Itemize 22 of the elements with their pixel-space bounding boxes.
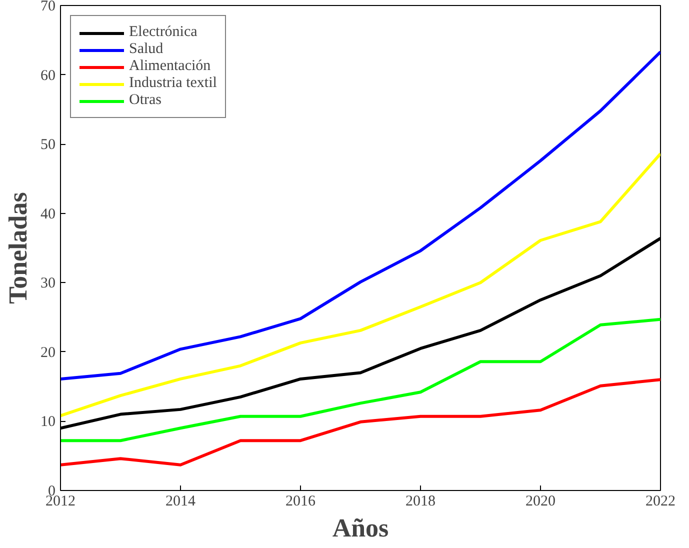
line-series (60, 152, 660, 418)
x-axis-title: Años (332, 514, 389, 542)
x-tick-label: 2022 (646, 494, 676, 510)
y-tick-label: 30 (40, 276, 56, 292)
x-tick-label: 2018 (406, 494, 436, 510)
y-tick-label: 50 (40, 137, 56, 154)
y-tick-label: 70 (40, 0, 56, 14)
line-series (60, 378, 660, 466)
x-tick-label: 2016 (286, 494, 316, 510)
legend-label: Industria textil (129, 75, 217, 92)
y-tick-label: 20 (40, 344, 56, 361)
y-axis-title: Toneladas (4, 192, 32, 304)
x-tick-label: 2014 (166, 494, 196, 510)
y-tick-label: 60 (40, 68, 56, 84)
legend-label: Salud (129, 41, 164, 58)
legend-label: Electrónica (129, 24, 198, 41)
y-tick-label: 40 (40, 206, 56, 222)
legend-label: Otras (129, 92, 162, 109)
legend-label: Alimentación (129, 58, 211, 75)
y-tick-label: 10 (40, 414, 56, 430)
line-series (60, 318, 660, 442)
x-tick-label: 2020 (526, 494, 556, 510)
